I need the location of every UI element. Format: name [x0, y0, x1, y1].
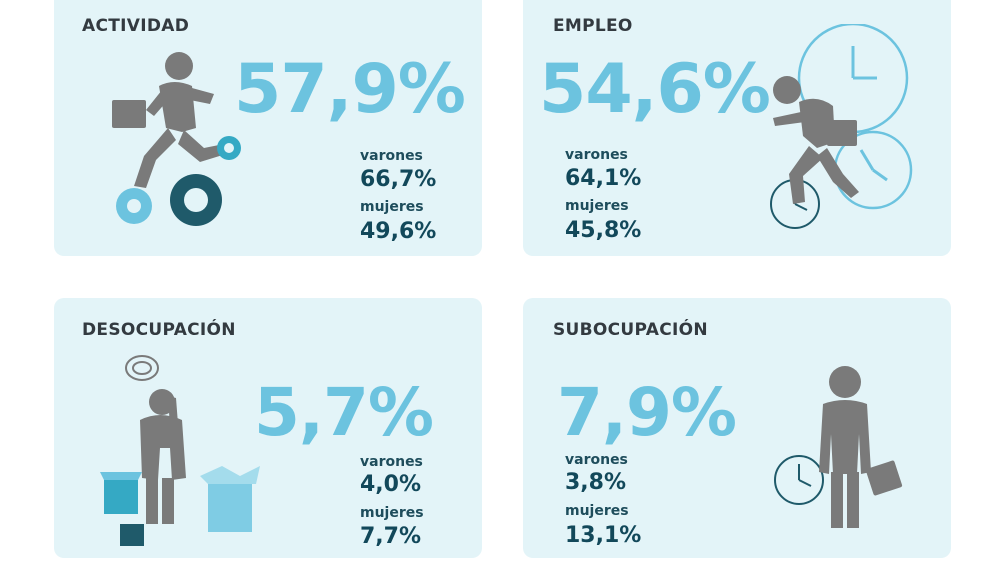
mujeres-label: mujeres: [565, 503, 629, 519]
total-rate: 7,9%: [557, 374, 737, 451]
total-rate: 54,6%: [539, 50, 771, 129]
varones-value: 66,7%: [360, 167, 437, 192]
running-man-icon: [112, 52, 241, 226]
standing-man-icon: [774, 366, 903, 528]
mujeres-value: 13,1%: [565, 523, 642, 548]
mujeres-value: 49,6%: [360, 219, 437, 244]
varones-label: varones: [360, 454, 423, 470]
card-actividad: ACTIVIDAD 57,9% varones 66,7% mujeres 49…: [54, 0, 482, 256]
card-title: EMPLEO: [553, 16, 633, 36]
total-rate: 5,7%: [254, 374, 434, 451]
card-subocupacion: SUBOCUPACIÓN 7,9% varones 3,8% mujeres 1…: [523, 298, 951, 558]
clocks-icon: [770, 24, 913, 229]
card-empleo: EMPLEO 54,6% varones 64,1% mujeres 45,8%: [523, 0, 951, 256]
mujeres-value: 7,7%: [360, 524, 422, 549]
card-title: DESOCUPACIÓN: [82, 320, 236, 340]
varones-value: 64,1%: [565, 166, 642, 191]
varones-label: varones: [565, 147, 628, 163]
card-title: ACTIVIDAD: [82, 16, 190, 36]
mujeres-label: mujeres: [360, 505, 424, 521]
card-desocupacion: DESOCUPACIÓN 5,7% varones 4,0% mujeres 7…: [54, 298, 482, 558]
varones-label: varones: [565, 452, 628, 468]
varones-value: 4,0%: [360, 472, 422, 497]
mujeres-label: mujeres: [360, 199, 424, 215]
mujeres-value: 45,8%: [565, 218, 642, 243]
card-title: SUBOCUPACIÓN: [553, 320, 708, 340]
total-rate: 57,9%: [234, 50, 466, 129]
confused-man-icon: [100, 355, 260, 546]
mujeres-label: mujeres: [565, 198, 629, 214]
varones-value: 3,8%: [565, 470, 627, 495]
varones-label: varones: [360, 148, 423, 164]
